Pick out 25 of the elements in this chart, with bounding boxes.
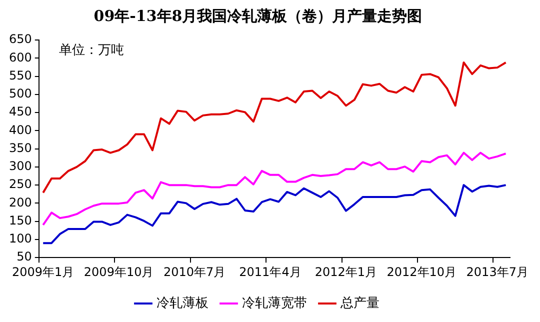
x-tick-label: 2012年10月 [386, 264, 457, 279]
y-tick-label: 650 [9, 32, 32, 46]
x-tick-label: 2010年7月 [163, 264, 226, 279]
x-tick-label: 2013年7月 [466, 264, 528, 279]
x-tick-label: 2012年1月 [314, 264, 378, 279]
y-tick-label: 500 [9, 86, 32, 101]
annotation: 单位：万吨 [58, 42, 124, 58]
y-tick-label: 250 [9, 177, 32, 192]
y-tick-label: 350 [9, 140, 32, 155]
y-tick-label: 450 [9, 104, 32, 119]
y-tick-label: 50 [16, 250, 32, 264]
y-tick-label: 400 [9, 122, 32, 137]
legend-label: 冷轧薄宽带 [242, 294, 307, 311]
y-tick-label: 150 [9, 213, 32, 228]
y-tick-label: 550 [9, 68, 32, 82]
x-tick-label: 2009年10月 [84, 264, 154, 279]
x-tick-label: 2009年1月 [12, 264, 74, 279]
chart-title: 09年-13年8月我国冷轧薄板（卷）月产量走势图 [94, 6, 422, 25]
y-tick-label: 100 [9, 232, 32, 246]
legend-label: 总产量 [339, 296, 380, 311]
y-tick-label: 300 [9, 159, 32, 174]
y-tick-label: 200 [9, 195, 32, 210]
y-tick-label: 600 [9, 50, 32, 64]
legend-label: 冷轧薄板 [156, 296, 208, 311]
x-tick-label: 2011年4月 [239, 264, 302, 279]
